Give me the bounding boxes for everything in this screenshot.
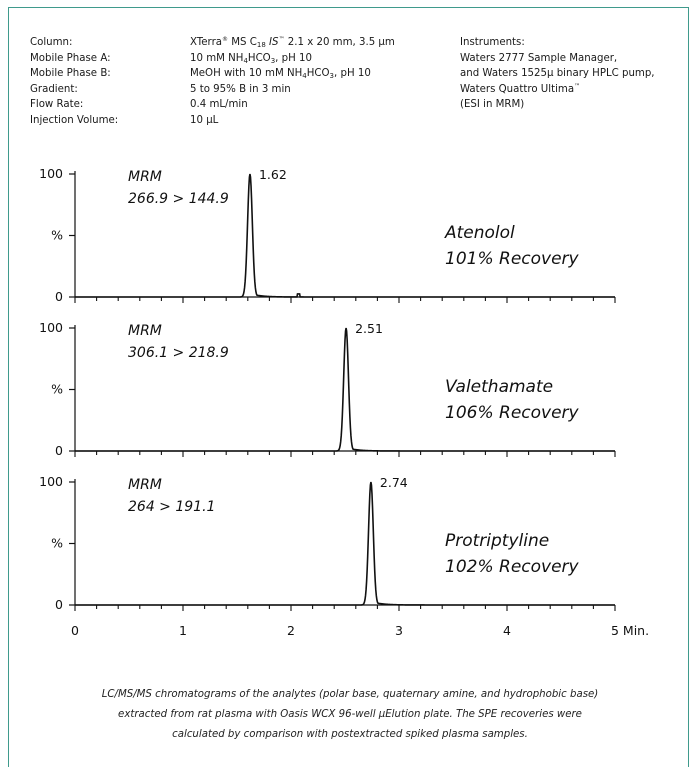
panel-1-transition-label: 266.9 > 144.9	[128, 191, 229, 207]
panel-1-compound-name: Atenolol	[444, 223, 515, 243]
panel-1-mrm-label: MRM	[128, 169, 162, 185]
panel-3-recovery: 102% Recovery	[445, 557, 580, 577]
conditions-values: XTerra® MS C18 IS™ 2.1 x 20 mm, 3.5 µm 1…	[190, 35, 395, 129]
instruments-block: Instruments: Waters 2777 Sample Manager,…	[460, 35, 655, 113]
instruments-heading: Instruments:	[460, 37, 525, 48]
panel-3-mrm-label: MRM	[128, 477, 162, 493]
label-gradient: Gradient:	[30, 83, 78, 95]
instrument-hplc-pump: and Waters 1525µ binary HPLC pump,	[460, 68, 655, 80]
caption-line-1: LC/MS/MS chromatograms of the analytes (…	[101, 689, 599, 700]
panel-3-transition-label: 264 > 191.1	[128, 499, 215, 515]
panel-1-peak-label: 1.62	[259, 167, 287, 182]
x-tick-label-1: 1	[179, 623, 187, 638]
x-tick-label-4: 4	[503, 623, 511, 638]
value-mobile-phase-b: MeOH with 10 mM NH4HCO3, pH 10	[190, 68, 371, 81]
label-mobile-phase-b: Mobile Phase B:	[30, 68, 111, 80]
panel-1-y-tick-label-0: 0	[55, 289, 63, 304]
value-flow-rate: 0.4 mL/min	[190, 99, 248, 111]
label-injection-volume: Injection Volume:	[30, 114, 119, 126]
panel-3-y-tick-label-percent: %	[51, 536, 63, 551]
x-tick-label-0: 0	[71, 623, 79, 638]
panel-3-trace	[75, 481, 615, 606]
panel-1-trace	[75, 173, 615, 298]
instrument-mass-spec: Waters Quattro Ultima™	[460, 82, 581, 95]
panel-2-transition-label: 306.1 > 218.9	[128, 345, 229, 361]
instrument-ionization: (ESI in MRM)	[460, 99, 525, 111]
panel-2-y-tick-label-0: 0	[55, 443, 63, 458]
panel-2-recovery: 106% Recovery	[445, 403, 580, 423]
figure-caption: LC/MS/MS chromatograms of the analytes (…	[40, 685, 660, 745]
panel-2-peak-label: 2.51	[355, 321, 383, 336]
instrument-sample-manager: Waters 2777 Sample Manager,	[460, 52, 618, 64]
panel-2-mrm-label: MRM	[128, 323, 162, 339]
panel-3-y-tick-label-100: 100	[39, 474, 63, 489]
x-tick-label-2: 2	[287, 623, 295, 638]
panel-1-recovery: 101% Recovery	[445, 249, 580, 269]
caption-line-2: extracted from rat plasma with Oasis WCX…	[118, 709, 582, 720]
panel-2-y-tick-label-percent: %	[51, 382, 63, 397]
label-mobile-phase-a: Mobile Phase A:	[30, 52, 111, 64]
x-tick-label-3: 3	[395, 623, 403, 638]
conditions-labels: Column: Mobile Phase A: Mobile Phase B: …	[30, 35, 118, 129]
panel-3-y-tick-label-0: 0	[55, 597, 63, 612]
x-tick-label-5: 5 Min.	[611, 623, 649, 638]
panel-2-trace	[75, 327, 615, 452]
panel-1-y-tick-label-percent: %	[51, 228, 63, 243]
panel-3-compound-name: Protriptyline	[445, 531, 549, 551]
caption-line-3: calculated by comparison with postextrac…	[172, 729, 528, 740]
value-mobile-phase-a: 10 mM NH4HCO3, pH 10	[190, 52, 312, 65]
panel-2-compound-name: Valethamate	[445, 377, 553, 397]
value-injection-volume: 10 µL	[190, 114, 219, 126]
figure-frame	[8, 7, 689, 767]
label-flow-rate: Flow Rate:	[30, 99, 84, 111]
value-column: XTerra® MS C18 IS™ 2.1 x 20 mm, 3.5 µm	[190, 36, 395, 49]
panel-3-peak-label: 2.74	[380, 475, 408, 490]
panel-2-y-tick-label-100: 100	[39, 320, 63, 335]
label-column: Column:	[30, 37, 73, 48]
panel-1-y-tick-label-100: 100	[39, 166, 63, 181]
value-gradient: 5 to 95% B in 3 min	[190, 83, 291, 95]
